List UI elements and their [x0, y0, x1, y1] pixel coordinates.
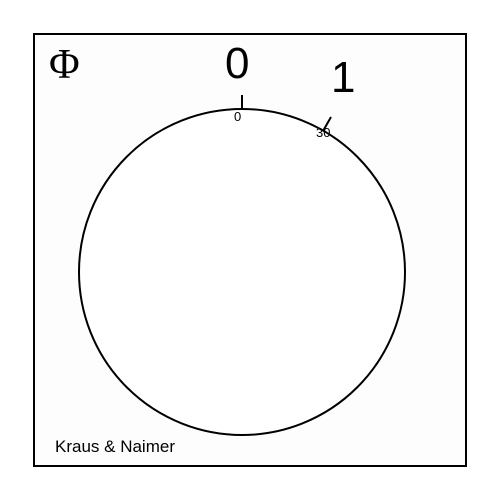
- dial-circle: [79, 109, 405, 435]
- angle-label-0: 0: [234, 109, 241, 124]
- angle-label-30: 30: [316, 125, 330, 140]
- brand-label: Kraus & Naimer: [55, 437, 175, 457]
- dial-diagram: [35, 35, 469, 469]
- switch-faceplate: Φ 0 1 0 30 Kraus & Naimer: [33, 33, 467, 467]
